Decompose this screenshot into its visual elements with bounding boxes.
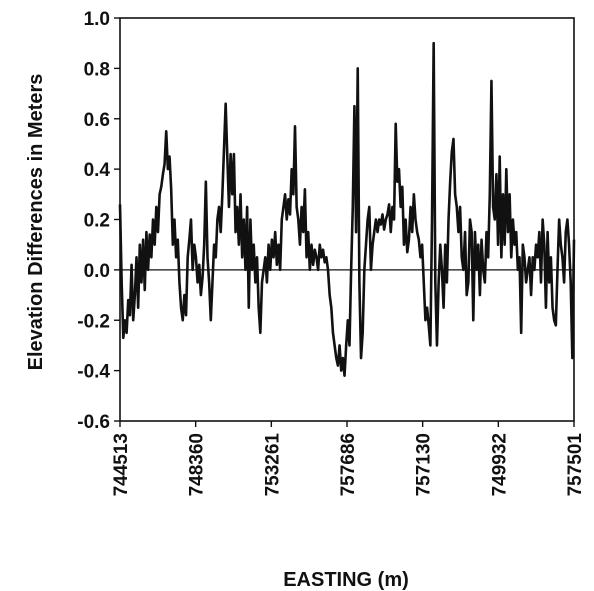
x-ticks — [119, 421, 575, 427]
x-tick-label: 757130 — [414, 433, 435, 496]
y-tick-label: 0.0 — [84, 261, 110, 282]
plot-frame — [119, 17, 575, 422]
y-tick-labels: -0.6 -0.4 -0.2 0.0 0.2 0.4 0.6 0.8 1.0 — [77, 9, 110, 433]
x-tick-label: 753261 — [262, 433, 283, 497]
x-axis-title: EASTING (m) — [283, 569, 409, 591]
y-tick-label: 0.2 — [84, 211, 110, 232]
y-tick-label: 0.8 — [84, 59, 110, 80]
y-tick-label: 0.4 — [84, 160, 111, 181]
y-tick-label: 0.6 — [84, 110, 110, 131]
y-axis-title: Elevation Differences in Meters — [25, 74, 47, 371]
y-ticks — [114, 17, 120, 422]
x-tick-label: 757686 — [338, 433, 359, 496]
x-tick-label: 749932 — [489, 433, 510, 496]
series-line-elevation-difference — [118, 41, 576, 377]
x-tick-labels: 744513 748360 753261 757686 757130 749932 7575… — [111, 433, 586, 497]
y-tick-label: 1.0 — [84, 9, 110, 30]
y-tick-label: -0.4 — [77, 362, 110, 383]
x-tick-label: 757501 — [565, 433, 586, 497]
y-tick-label: -0.6 — [77, 412, 110, 433]
y-tick-label: -0.2 — [77, 311, 110, 332]
x-tick-label: 748360 — [187, 433, 208, 496]
x-tick-label: 744513 — [111, 433, 132, 496]
